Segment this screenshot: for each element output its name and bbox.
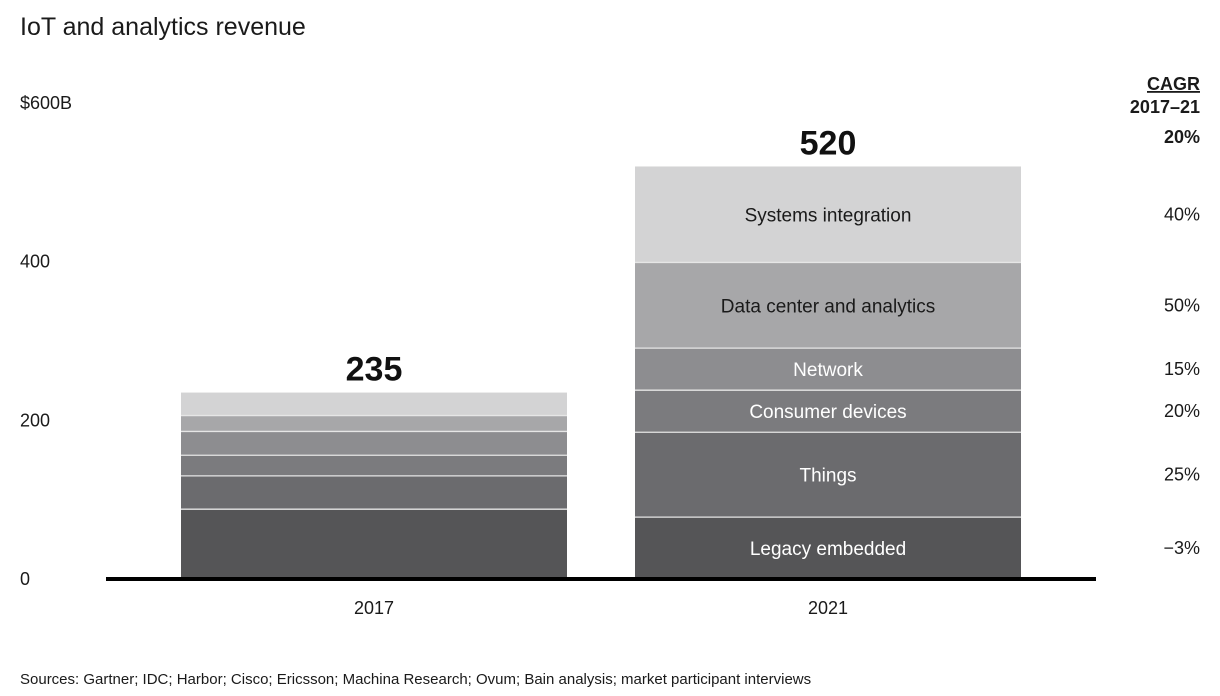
bar-total-label: 520 [800, 124, 857, 162]
y-axis-ticks: 0 200 400 $600B [20, 93, 72, 589]
bar-2017 [181, 392, 567, 579]
bar-segment [181, 509, 567, 579]
cagr-value: 50% [1164, 295, 1200, 315]
segment-label: Systems integration [745, 205, 912, 226]
bar-segment [635, 390, 1021, 433]
bar-segment [181, 415, 567, 432]
bar-segment [181, 431, 567, 456]
cagr-column: CAGR 2017–21 20% −3% 25% 20% 15% 50% 40% [1130, 74, 1200, 558]
bar-segment [635, 166, 1021, 263]
chart-title: IoT and analytics revenue [20, 13, 306, 41]
y-tick-label: 0 [20, 569, 30, 589]
x-axis-ticks: 2017 2021 [354, 598, 848, 618]
segment-label: Things [799, 466, 856, 487]
y-tick-label: 200 [20, 410, 50, 430]
cagr-header: CAGR [1147, 74, 1200, 94]
cagr-total: 20% [1164, 127, 1200, 147]
cagr-value: 40% [1164, 204, 1200, 224]
y-tick-label: 400 [20, 252, 50, 272]
bar-segment [635, 432, 1021, 518]
segment-label: Data center and analytics [721, 296, 935, 317]
segment-label: Legacy embedded [750, 539, 906, 560]
x-tick-label: 2021 [808, 598, 848, 618]
bar-segment [181, 475, 567, 510]
chart-source: Sources: Gartner; IDC; Harbor; Cisco; Er… [20, 671, 811, 688]
bar-total-label: 235 [346, 351, 403, 389]
cagr-value: 25% [1164, 465, 1200, 485]
segment-label: Network [793, 360, 863, 381]
bar-segment [181, 392, 567, 416]
bar-segment [635, 517, 1021, 579]
bar-segment [635, 262, 1021, 349]
bar-segment [635, 348, 1021, 391]
segment-label: Consumer devices [749, 402, 906, 423]
x-tick-label: 2017 [354, 598, 394, 618]
bar-totals: 235 520 [346, 124, 857, 388]
y-tick-label: $600B [20, 93, 72, 113]
cagr-value: 15% [1164, 359, 1200, 379]
cagr-value: −3% [1163, 538, 1200, 558]
bar-segment [181, 455, 567, 476]
cagr-value: 20% [1164, 401, 1200, 421]
stacked-bars: Legacy embedded Things Consumer devices Net… [181, 166, 1021, 579]
bar-2021: Legacy embedded Things Consumer devices Net… [635, 166, 1021, 579]
cagr-period: 2017–21 [1130, 97, 1200, 117]
